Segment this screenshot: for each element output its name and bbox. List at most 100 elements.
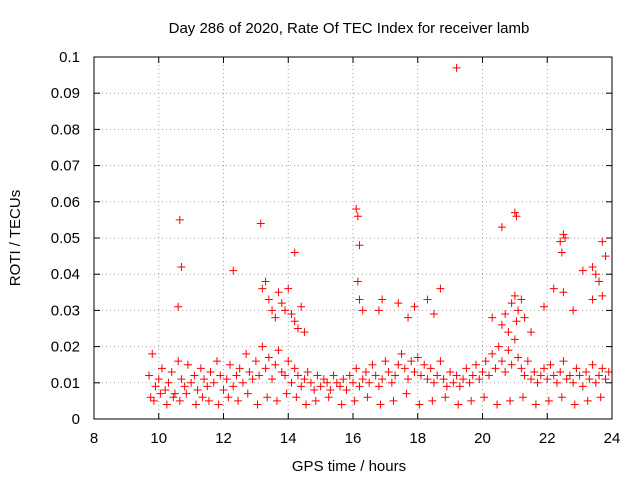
data-point (585, 375, 594, 384)
data-point (355, 295, 364, 304)
data-point (423, 295, 432, 304)
data-point (407, 357, 416, 366)
x-tick-label: 22 (539, 430, 556, 447)
data-point (149, 396, 158, 405)
data-point (533, 378, 542, 387)
data-point (326, 386, 335, 395)
data-point (569, 378, 578, 387)
chart-title: Day 286 of 2020, Rate Of TEC Index for r… (169, 20, 530, 37)
data-point (256, 219, 265, 228)
y-tick-label: 0.03 (51, 302, 80, 319)
data-point (297, 382, 306, 391)
data-point (404, 313, 413, 322)
y-tick-label: 0 (72, 411, 80, 428)
data-point (284, 357, 293, 366)
data-point (462, 364, 471, 373)
data-point (595, 371, 604, 380)
data-point (549, 284, 558, 293)
data-point (162, 400, 171, 409)
data-point (556, 237, 565, 246)
data-point (302, 400, 311, 409)
data-point (497, 223, 506, 232)
y-tick-label: 0.01 (51, 375, 80, 392)
data-point (478, 367, 487, 376)
data-point (292, 393, 301, 402)
data-point (527, 328, 536, 337)
data-point (391, 371, 400, 380)
data-point (514, 306, 523, 315)
data-point (578, 266, 587, 275)
data-point (161, 386, 170, 395)
data-point (203, 382, 212, 391)
x-tick-label: 20 (474, 430, 491, 447)
data-point (497, 320, 506, 329)
data-point (465, 378, 474, 387)
data-point (552, 378, 561, 387)
data-point (404, 375, 413, 384)
data-point (277, 367, 286, 376)
data-point (491, 364, 500, 373)
data-point (306, 378, 315, 387)
data-point (446, 367, 455, 376)
data-point (238, 378, 247, 387)
data-point (415, 400, 424, 409)
data-point (258, 284, 267, 293)
data-point (598, 364, 607, 373)
data-point (562, 375, 571, 384)
data-point (582, 367, 591, 376)
data-point (376, 400, 385, 409)
data-point (264, 295, 273, 304)
data-point (540, 302, 549, 311)
data-point (342, 386, 351, 395)
data-point (572, 364, 581, 373)
data-point (175, 215, 184, 224)
data-point (468, 371, 477, 380)
data-point (557, 248, 566, 257)
data-point (191, 400, 200, 409)
data-point (561, 234, 570, 242)
data-point (151, 382, 160, 391)
data-point (146, 393, 155, 402)
data-point (290, 248, 299, 257)
data-point (200, 375, 209, 384)
data-point (549, 371, 558, 380)
data-point (229, 266, 238, 275)
data-point (336, 382, 345, 391)
y-tick-label: 0.07 (51, 158, 80, 175)
data-point (145, 371, 154, 380)
data-point (387, 378, 396, 387)
data-point (311, 396, 320, 405)
data-point (274, 346, 283, 355)
x-tick-label: 10 (150, 430, 167, 447)
data-point (501, 310, 510, 319)
x-tick-label: 24 (604, 430, 621, 447)
data-point (455, 382, 464, 391)
data-point (190, 371, 199, 380)
data-point (164, 378, 173, 387)
data-point (389, 396, 398, 405)
data-point (293, 324, 302, 333)
y-tick-label: 0.09 (51, 85, 80, 102)
data-point (459, 375, 468, 384)
data-point (345, 371, 354, 380)
data-point (319, 375, 328, 384)
data-point (300, 328, 309, 337)
data-point (588, 262, 597, 271)
data-point (501, 367, 510, 376)
data-point (540, 364, 549, 373)
data-point (297, 302, 306, 311)
data-point (271, 360, 280, 369)
data-point (442, 382, 451, 391)
data-point (235, 364, 244, 373)
y-tick-labels: 0 0.01 0.02 0.03 0.04 0.05 0.06 0.07 0.08 0.09 0.1 (51, 49, 80, 428)
data-point (569, 306, 578, 315)
data-point (310, 386, 319, 395)
data-point (436, 357, 445, 366)
x-tick-label: 16 (345, 430, 362, 447)
grid-lines (94, 57, 612, 419)
data-point (374, 382, 383, 391)
data-point (229, 382, 238, 391)
data-point (290, 317, 299, 326)
data-point (263, 393, 272, 402)
data-point (452, 371, 461, 380)
